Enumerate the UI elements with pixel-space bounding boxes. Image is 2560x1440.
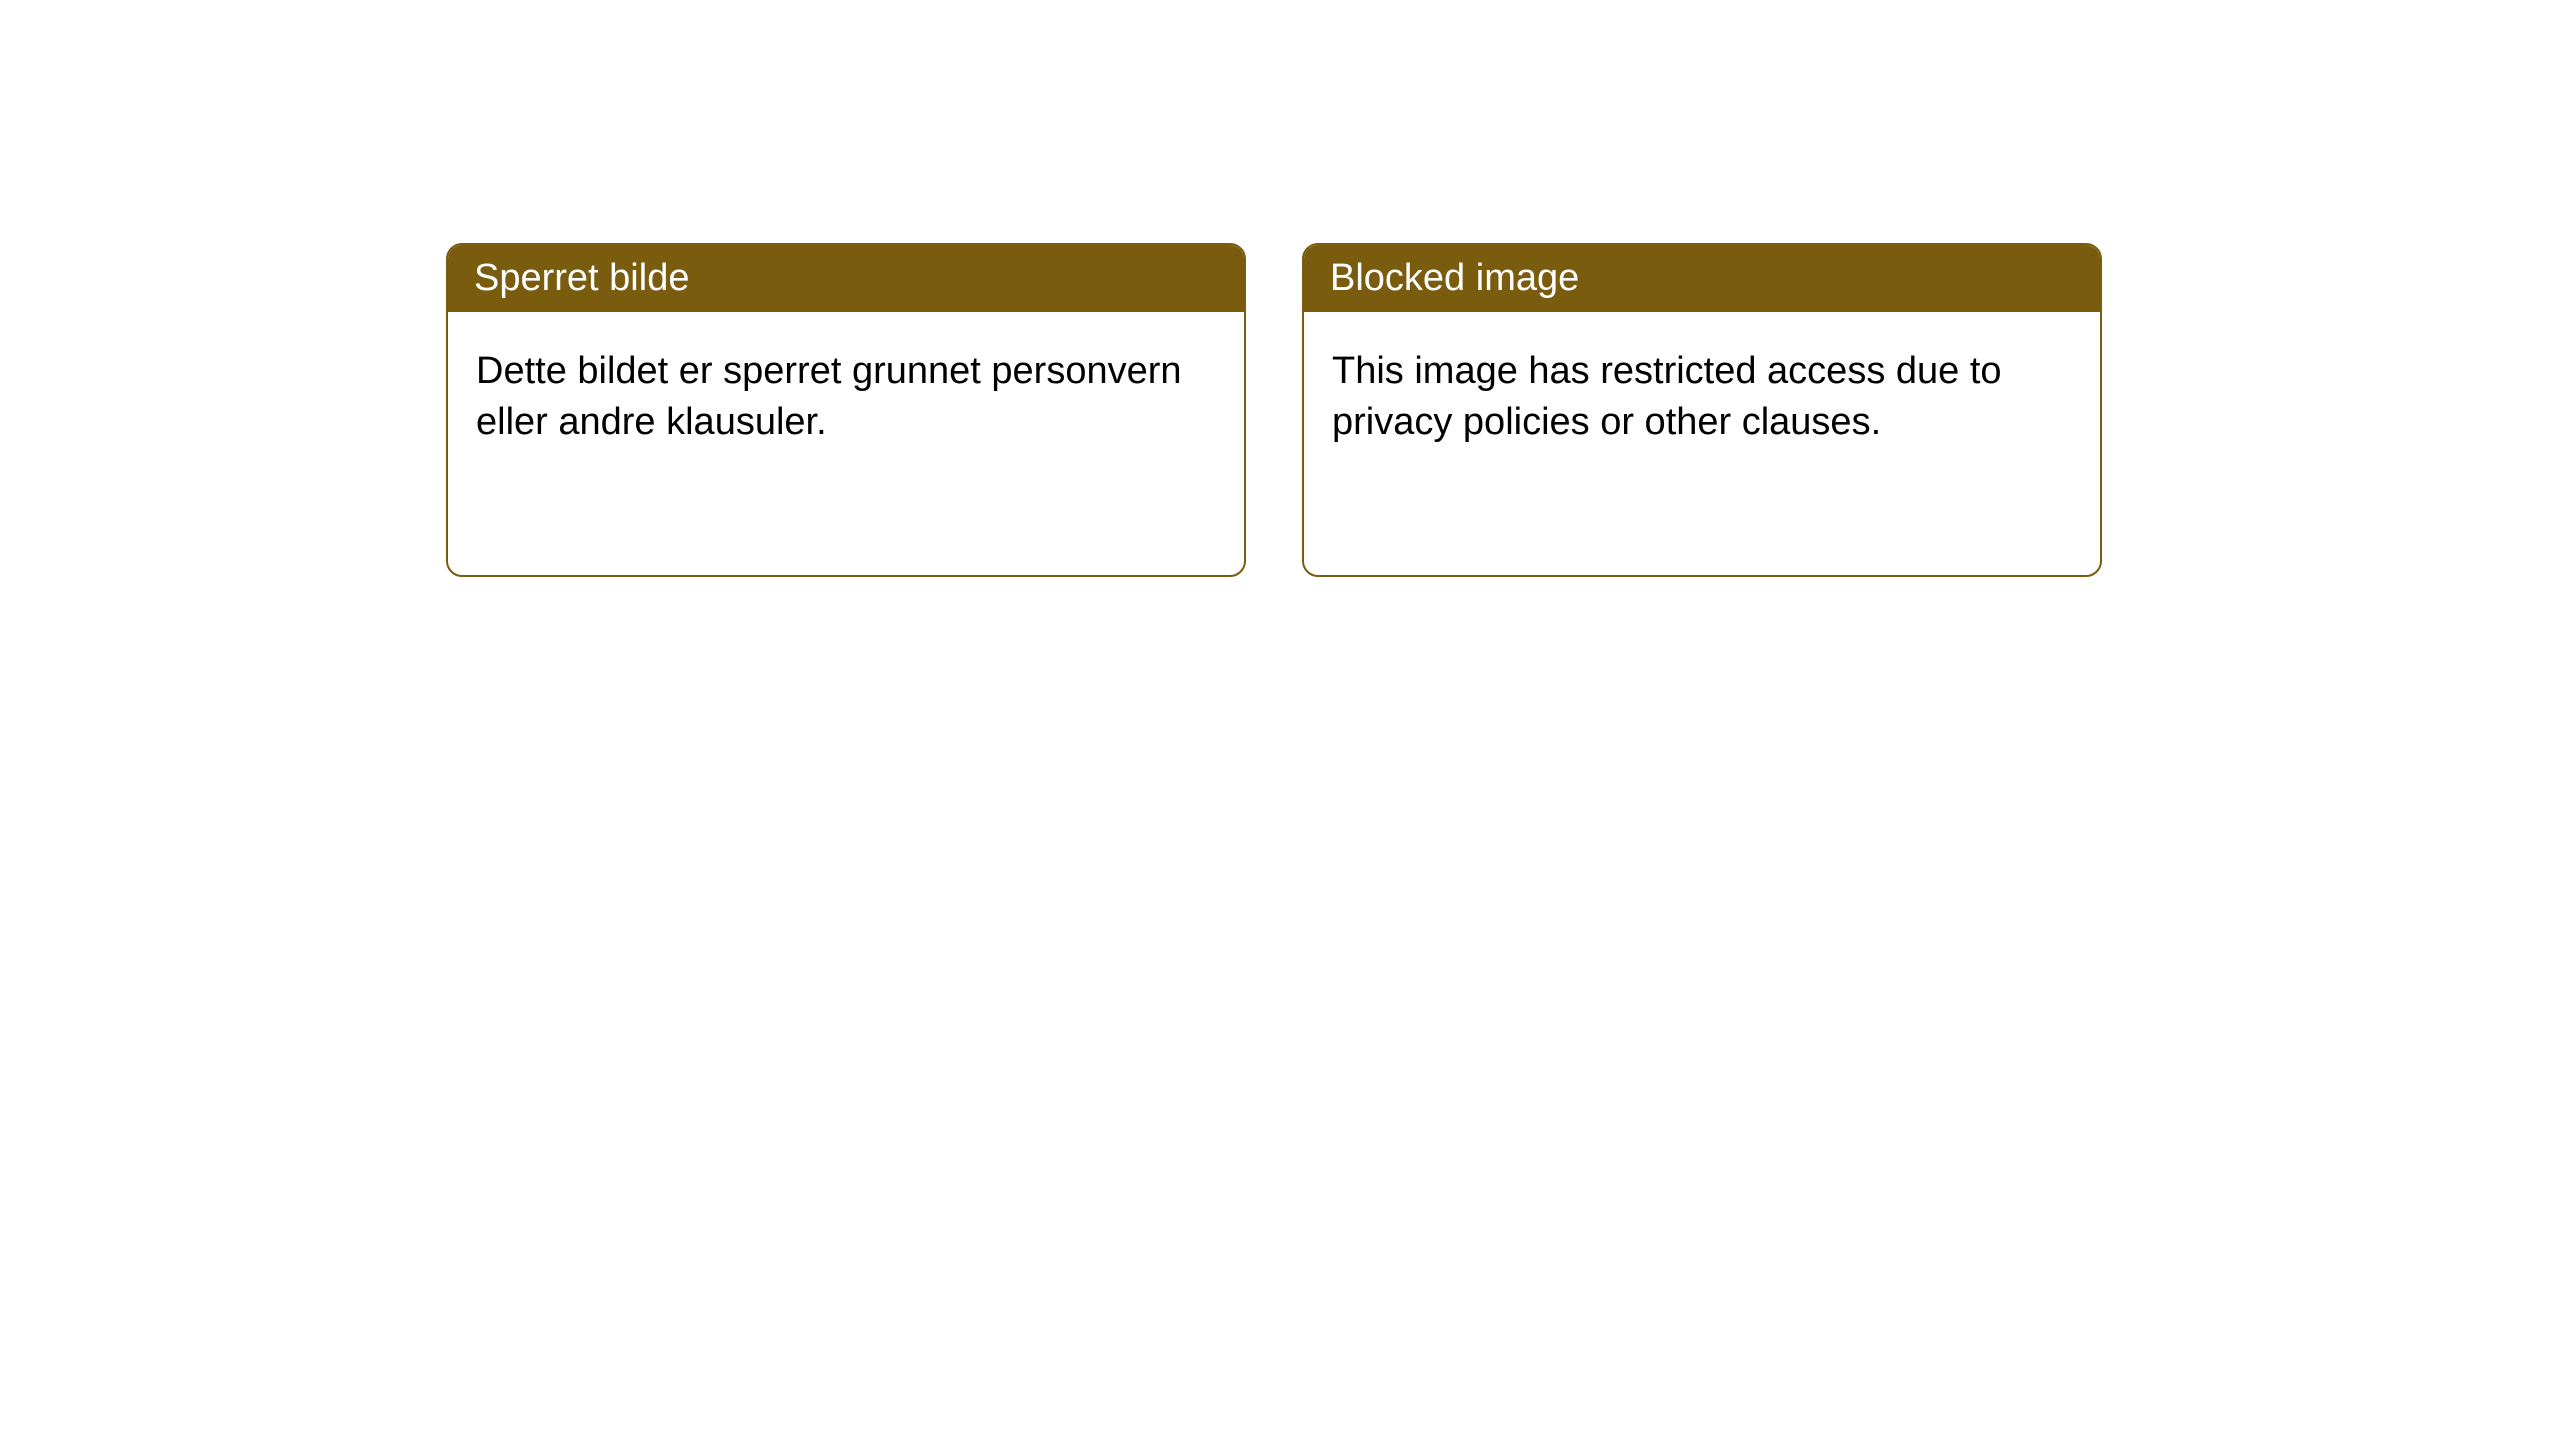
card-body-en: This image has restricted access due to … bbox=[1304, 312, 2100, 483]
notice-cards-container: Sperret bilde Dette bildet er sperret gr… bbox=[446, 243, 2102, 577]
blocked-image-card-no: Sperret bilde Dette bildet er sperret gr… bbox=[446, 243, 1246, 577]
card-body-no: Dette bildet er sperret grunnet personve… bbox=[448, 312, 1244, 483]
card-header-no: Sperret bilde bbox=[448, 245, 1244, 312]
card-header-en: Blocked image bbox=[1304, 245, 2100, 312]
blocked-image-card-en: Blocked image This image has restricted … bbox=[1302, 243, 2102, 577]
